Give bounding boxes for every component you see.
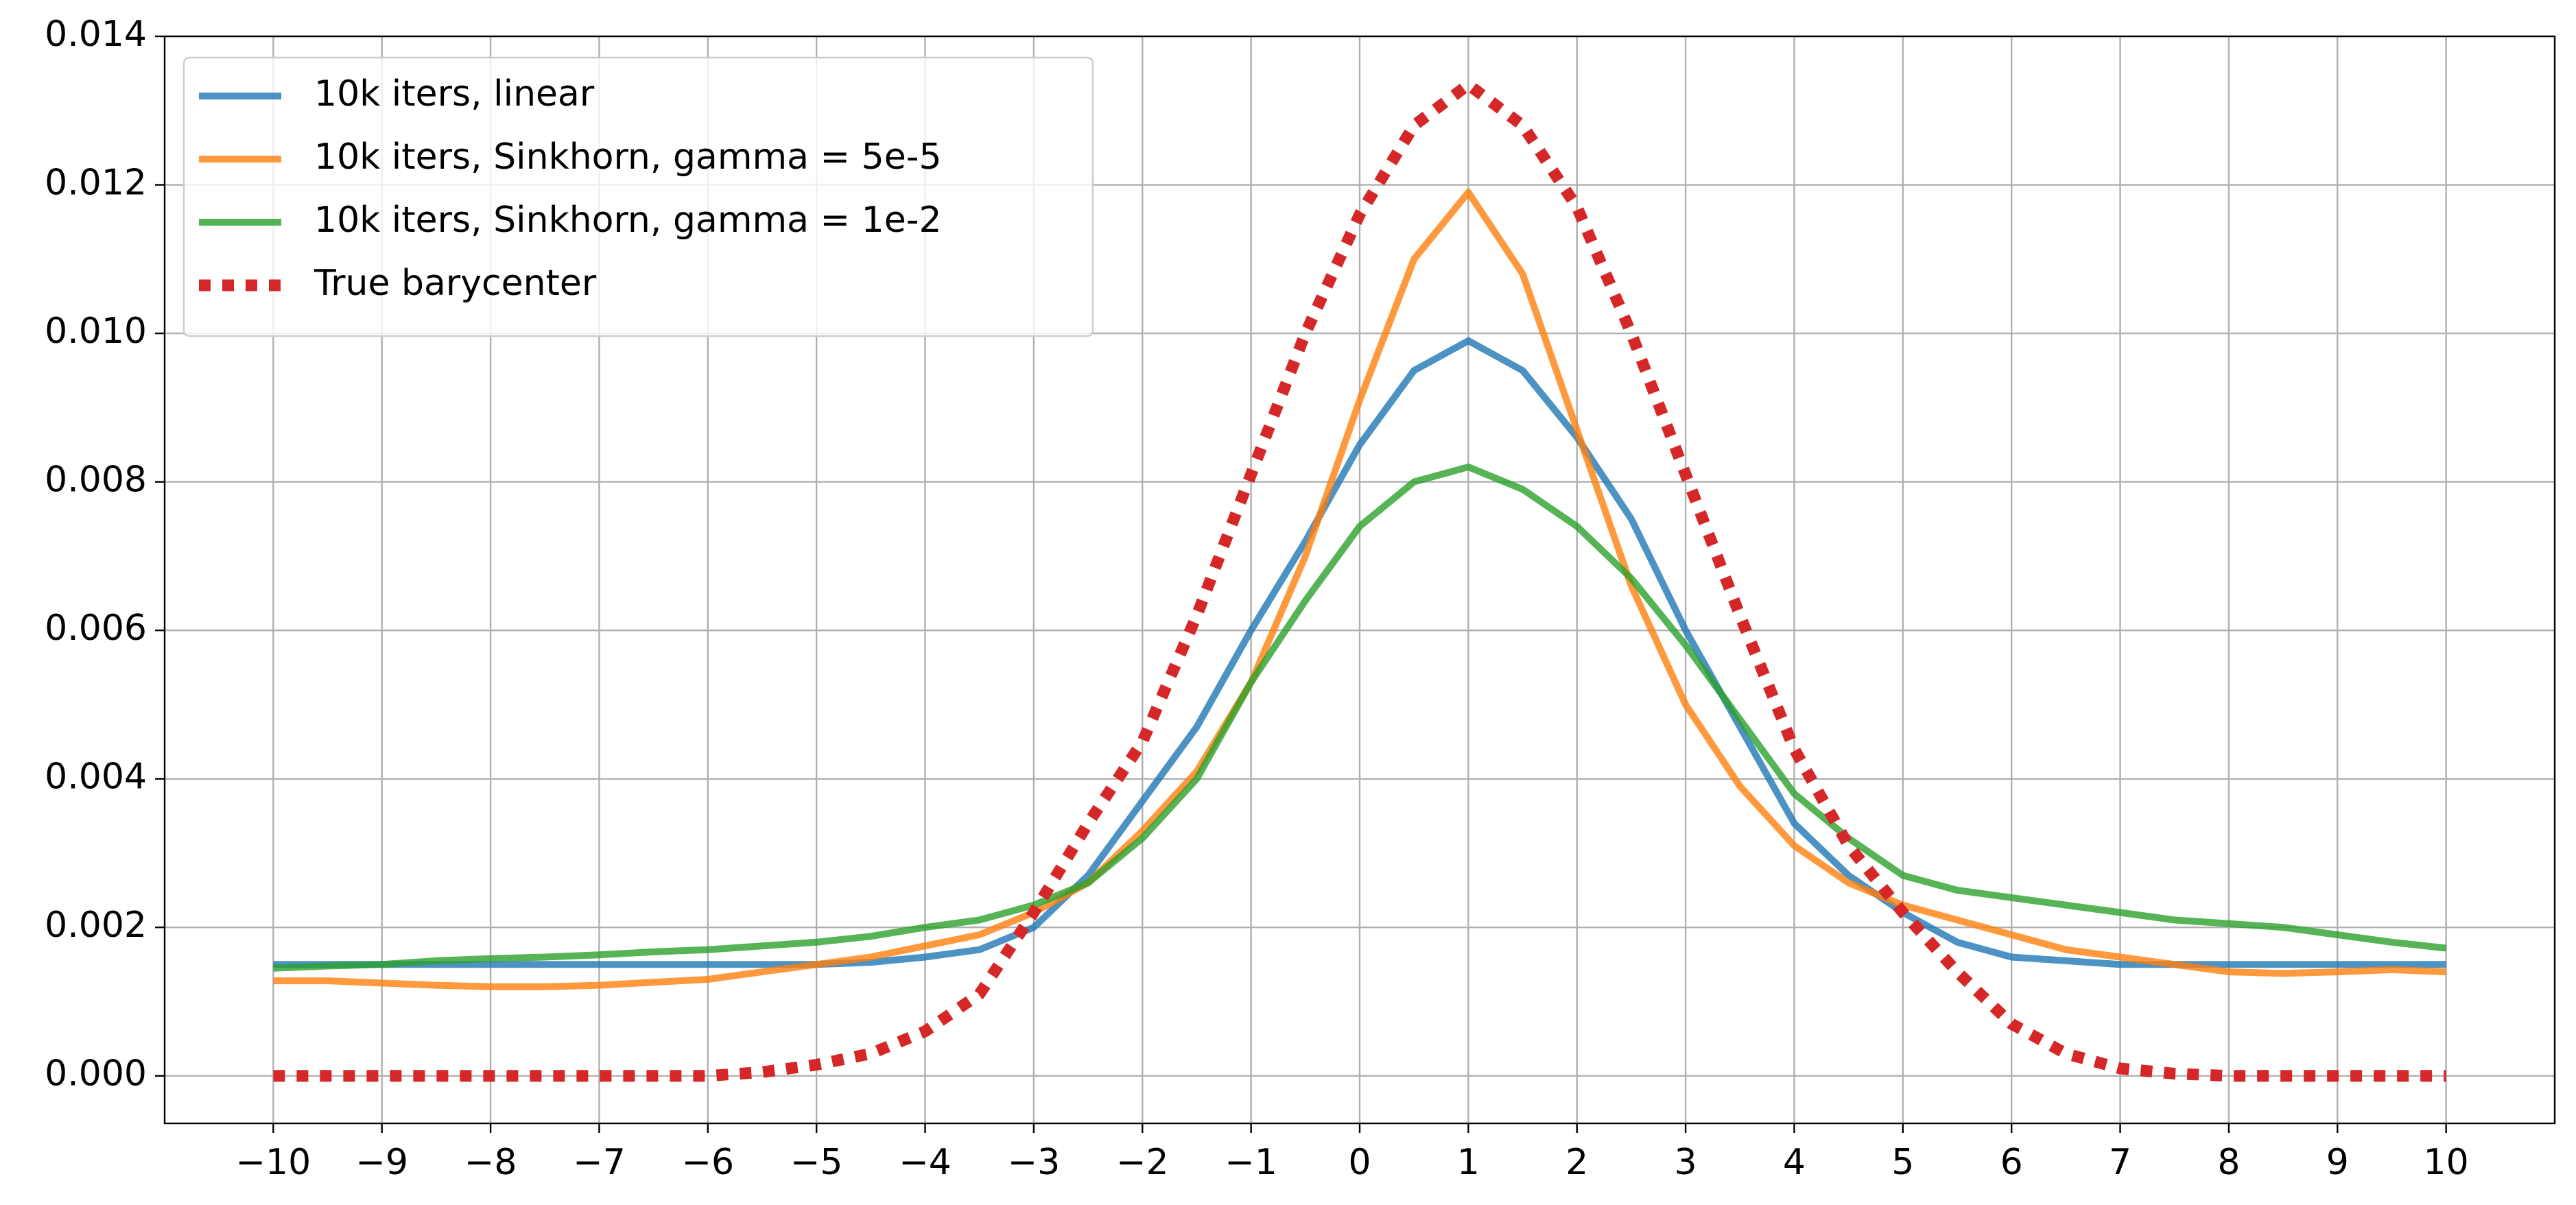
y-tick-label: 0.008 [45,460,147,501]
series-line [273,337,2446,968]
x-tick-label: −1 [1225,1142,1277,1183]
y-tick-label: 0.010 [45,311,147,352]
x-tick-label: 10 [2424,1142,2469,1183]
x-tick-label: 0 [1348,1142,1371,1183]
legend-box [182,56,1094,337]
x-tick-label: −8 [464,1142,517,1183]
legend-label: 10k iters, Sinkhorn, gamma = 5e-5 [314,136,942,178]
x-tick-label: 3 [1675,1142,1697,1183]
y-tick-label: 0.000 [45,1053,147,1095]
legend-label: 10k iters, linear [314,73,595,115]
x-tick-label: 5 [1891,1142,1914,1183]
y-tick-label: 0.006 [45,608,147,649]
y-tick-label: 0.012 [45,163,147,204]
x-tick-label: −7 [573,1142,626,1183]
series-line [273,189,2446,990]
x-tick-label: −4 [899,1142,952,1183]
y-tick-label: 0.002 [45,905,147,946]
x-tick-label: −6 [681,1142,734,1183]
plot-lines [273,78,2447,1082]
y-tick-label: 0.004 [45,756,147,798]
x-tick-label: −10 [235,1142,311,1183]
x-tick-label: 8 [2217,1142,2240,1183]
x-tick-label: 7 [2109,1142,2131,1183]
series-line [273,78,2446,1082]
x-tick-label: −9 [355,1142,408,1183]
axes-labels: −10 −9 −8 −7 −6 −5 −4 −3 −2 −1 0 1 2 3 4 5 6 7 8 9 100.0000.… [45,14,2469,1183]
x-tick-label: −2 [1116,1142,1169,1183]
series-line [273,463,2447,972]
x-tick-label: 2 [1565,1142,1588,1183]
x-tick-label: −3 [1008,1142,1061,1183]
x-tick-label: 4 [1783,1142,1806,1183]
legend-label: 10k iters, Sinkhorn, gamma = 1e-2 [314,200,942,241]
x-tick-label: 6 [2000,1142,2023,1183]
x-tick-label: 9 [2326,1142,2349,1183]
x-tick-label: −5 [790,1142,843,1183]
legend: 10k iters, linear 10k iters, Sinkhorn, ga… [182,56,1094,337]
y-tick-label: 0.014 [45,14,147,55]
x-tick-label: 1 [1457,1142,1480,1183]
legend-label: True barycenter [314,263,597,304]
